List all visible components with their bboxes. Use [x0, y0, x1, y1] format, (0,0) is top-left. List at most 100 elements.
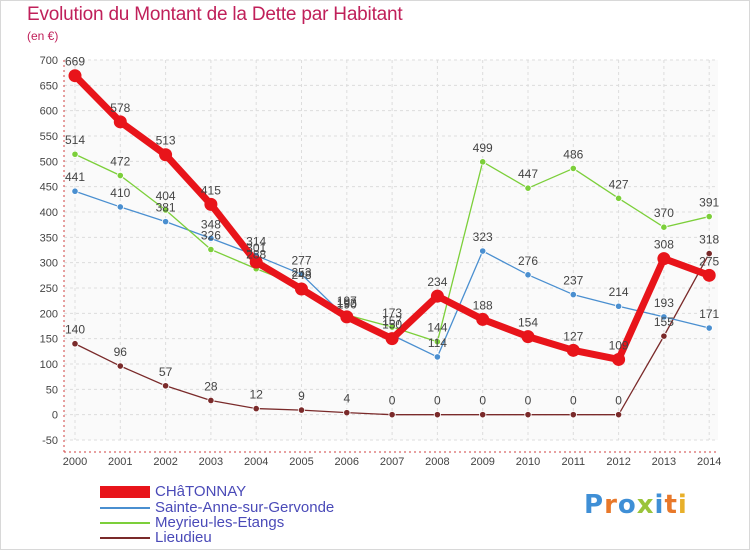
data-label-lieudieu: 0: [479, 394, 486, 408]
y-tick-label: 150: [40, 334, 58, 346]
data-label-sainte-anne-sur-gervonde: 277: [291, 253, 311, 267]
logo-letter: i: [654, 490, 665, 520]
data-label-sainte-anne-sur-gervonde: 114: [428, 336, 447, 350]
data-label-sainte-anne-sur-gervonde: 193: [654, 296, 674, 310]
legend-item-sainte-anne: Sainte-Anne-sur-Gervonde: [100, 500, 400, 516]
data-label-meyrieu-les-etangs: 144: [427, 321, 447, 335]
logo-letter: r: [604, 490, 618, 520]
data-label-chatonnay: 188: [473, 298, 493, 312]
data-point-meyrieu-les-etangs: [433, 338, 441, 346]
data-label-sainte-anne-sur-gervonde: 381: [156, 201, 176, 215]
data-point-chatonnay: [521, 330, 535, 344]
data-point-sainte-anne-sur-gervonde: [705, 324, 713, 332]
logo-letter: o: [617, 490, 637, 520]
data-label-lieudieu: 4: [343, 392, 350, 406]
y-tick-label: 50: [46, 384, 58, 396]
plot-area: [64, 60, 718, 440]
legend-label-lieudieu: Lieudieu: [155, 529, 212, 546]
data-point-chatonnay: [159, 148, 173, 162]
data-label-chatonnay: 308: [654, 238, 674, 252]
data-point-chatonnay: [249, 255, 263, 269]
logo-letter: i: [677, 490, 688, 520]
data-point-meyrieu-les-etangs: [71, 150, 79, 158]
data-label-lieudieu: 140: [65, 323, 85, 337]
data-point-chatonnay: [612, 352, 626, 366]
data-label-sainte-anne-sur-gervonde: 276: [518, 254, 538, 268]
data-label-chatonnay: 193: [337, 296, 357, 310]
data-label-sainte-anne-sur-gervonde: 171: [699, 307, 719, 321]
data-label-chatonnay: 127: [563, 329, 583, 343]
data-point-chatonnay: [702, 268, 716, 282]
data-point-sainte-anne-sur-gervonde: [660, 313, 668, 321]
y-tick-label: 700: [40, 55, 58, 67]
data-point-lieudieu: [388, 411, 396, 419]
data-point-sainte-anne-sur-gervonde: [614, 302, 623, 310]
data-label-sainte-anne-sur-gervonde: 214: [609, 285, 629, 299]
legend-label-chatonnay: CHâTONNAY: [155, 483, 247, 500]
data-point-meyrieu-les-etangs: [388, 323, 396, 331]
data-point-chatonnay: [68, 69, 82, 83]
data-label-chatonnay: 275: [699, 254, 719, 268]
legend-label-meyrieu: Meyrieu-les-Etangs: [155, 514, 285, 531]
x-tick-label: 2008: [425, 456, 449, 468]
y-tick-label: 550: [40, 131, 58, 143]
x-tick-label: 2006: [335, 456, 359, 468]
data-point-chatonnay: [113, 115, 127, 129]
x-tick-label: 2004: [244, 456, 268, 468]
data-label-chatonnay: 301: [246, 241, 266, 255]
data-label-chatonnay: 669: [65, 55, 85, 69]
data-point-chatonnay: [566, 343, 580, 357]
data-label-chatonnay: 578: [110, 101, 130, 115]
x-tick-label: 2002: [153, 456, 177, 468]
x-tick-label: 2010: [516, 456, 540, 468]
y-tick-label: 450: [40, 182, 58, 194]
data-label-meyrieu-les-etangs: 486: [563, 147, 583, 161]
legend-swatch-meyrieu: [100, 522, 150, 524]
data-point-lieudieu: [207, 396, 215, 405]
y-tick-label: -50: [42, 435, 58, 447]
data-label-meyrieu-les-etangs: 427: [609, 177, 629, 191]
legend-swatch-lieudieu: [100, 537, 150, 539]
data-point-meyrieu-les-etangs: [614, 194, 623, 202]
data-point-chatonnay: [430, 289, 444, 303]
data-point-sainte-anne-sur-gervonde: [116, 203, 124, 211]
logo-letter: t: [664, 490, 678, 520]
data-label-lieudieu: 28: [204, 379, 218, 393]
data-point-chatonnay: [385, 332, 399, 346]
data-point-meyrieu-les-etangs: [524, 184, 532, 192]
data-point-meyrieu-les-etangs: [116, 171, 124, 180]
data-point-sainte-anne-sur-gervonde: [297, 270, 306, 278]
data-label-lieudieu: 0: [434, 394, 441, 408]
data-label-lieudieu: 0: [389, 394, 396, 408]
data-point-sainte-anne-sur-gervonde: [433, 353, 441, 361]
data-label-lieudieu: 0: [525, 394, 532, 408]
data-label-meyrieu-les-etangs: 370: [654, 206, 674, 220]
x-tick-label: 2003: [199, 456, 223, 468]
data-point-chatonnay: [340, 310, 354, 324]
data-label-sainte-anne-sur-gervonde: 314: [246, 235, 266, 249]
data-point-lieudieu: [705, 249, 713, 258]
data-point-lieudieu: [116, 362, 124, 370]
y-tick-label: 0: [52, 410, 58, 422]
data-point-lieudieu: [433, 411, 441, 419]
y-tick-label: 650: [40, 80, 58, 92]
y-tick-label: 100: [40, 359, 58, 371]
data-label-sainte-anne-sur-gervonde: 190: [337, 297, 357, 311]
data-point-chatonnay: [204, 197, 218, 211]
y-tick-label: 400: [40, 207, 58, 219]
data-point-lieudieu: [343, 409, 351, 417]
data-point-chatonnay: [657, 252, 671, 266]
data-label-sainte-anne-sur-gervonde: 157: [382, 314, 402, 328]
data-point-sainte-anne-sur-gervonde: [71, 187, 79, 195]
data-label-chatonnay: 109: [609, 338, 629, 352]
data-point-lieudieu: [252, 404, 260, 413]
data-label-chatonnay: 234: [427, 275, 447, 289]
data-label-chatonnay: 248: [291, 268, 311, 282]
data-label-lieudieu: 155: [654, 315, 674, 329]
data-point-chatonnay: [476, 312, 490, 326]
x-tick-label: 2011: [561, 456, 585, 468]
data-point-meyrieu-les-etangs: [207, 245, 215, 254]
data-label-meyrieu-les-etangs: 472: [110, 155, 130, 169]
data-label-lieudieu: 318: [699, 233, 719, 247]
